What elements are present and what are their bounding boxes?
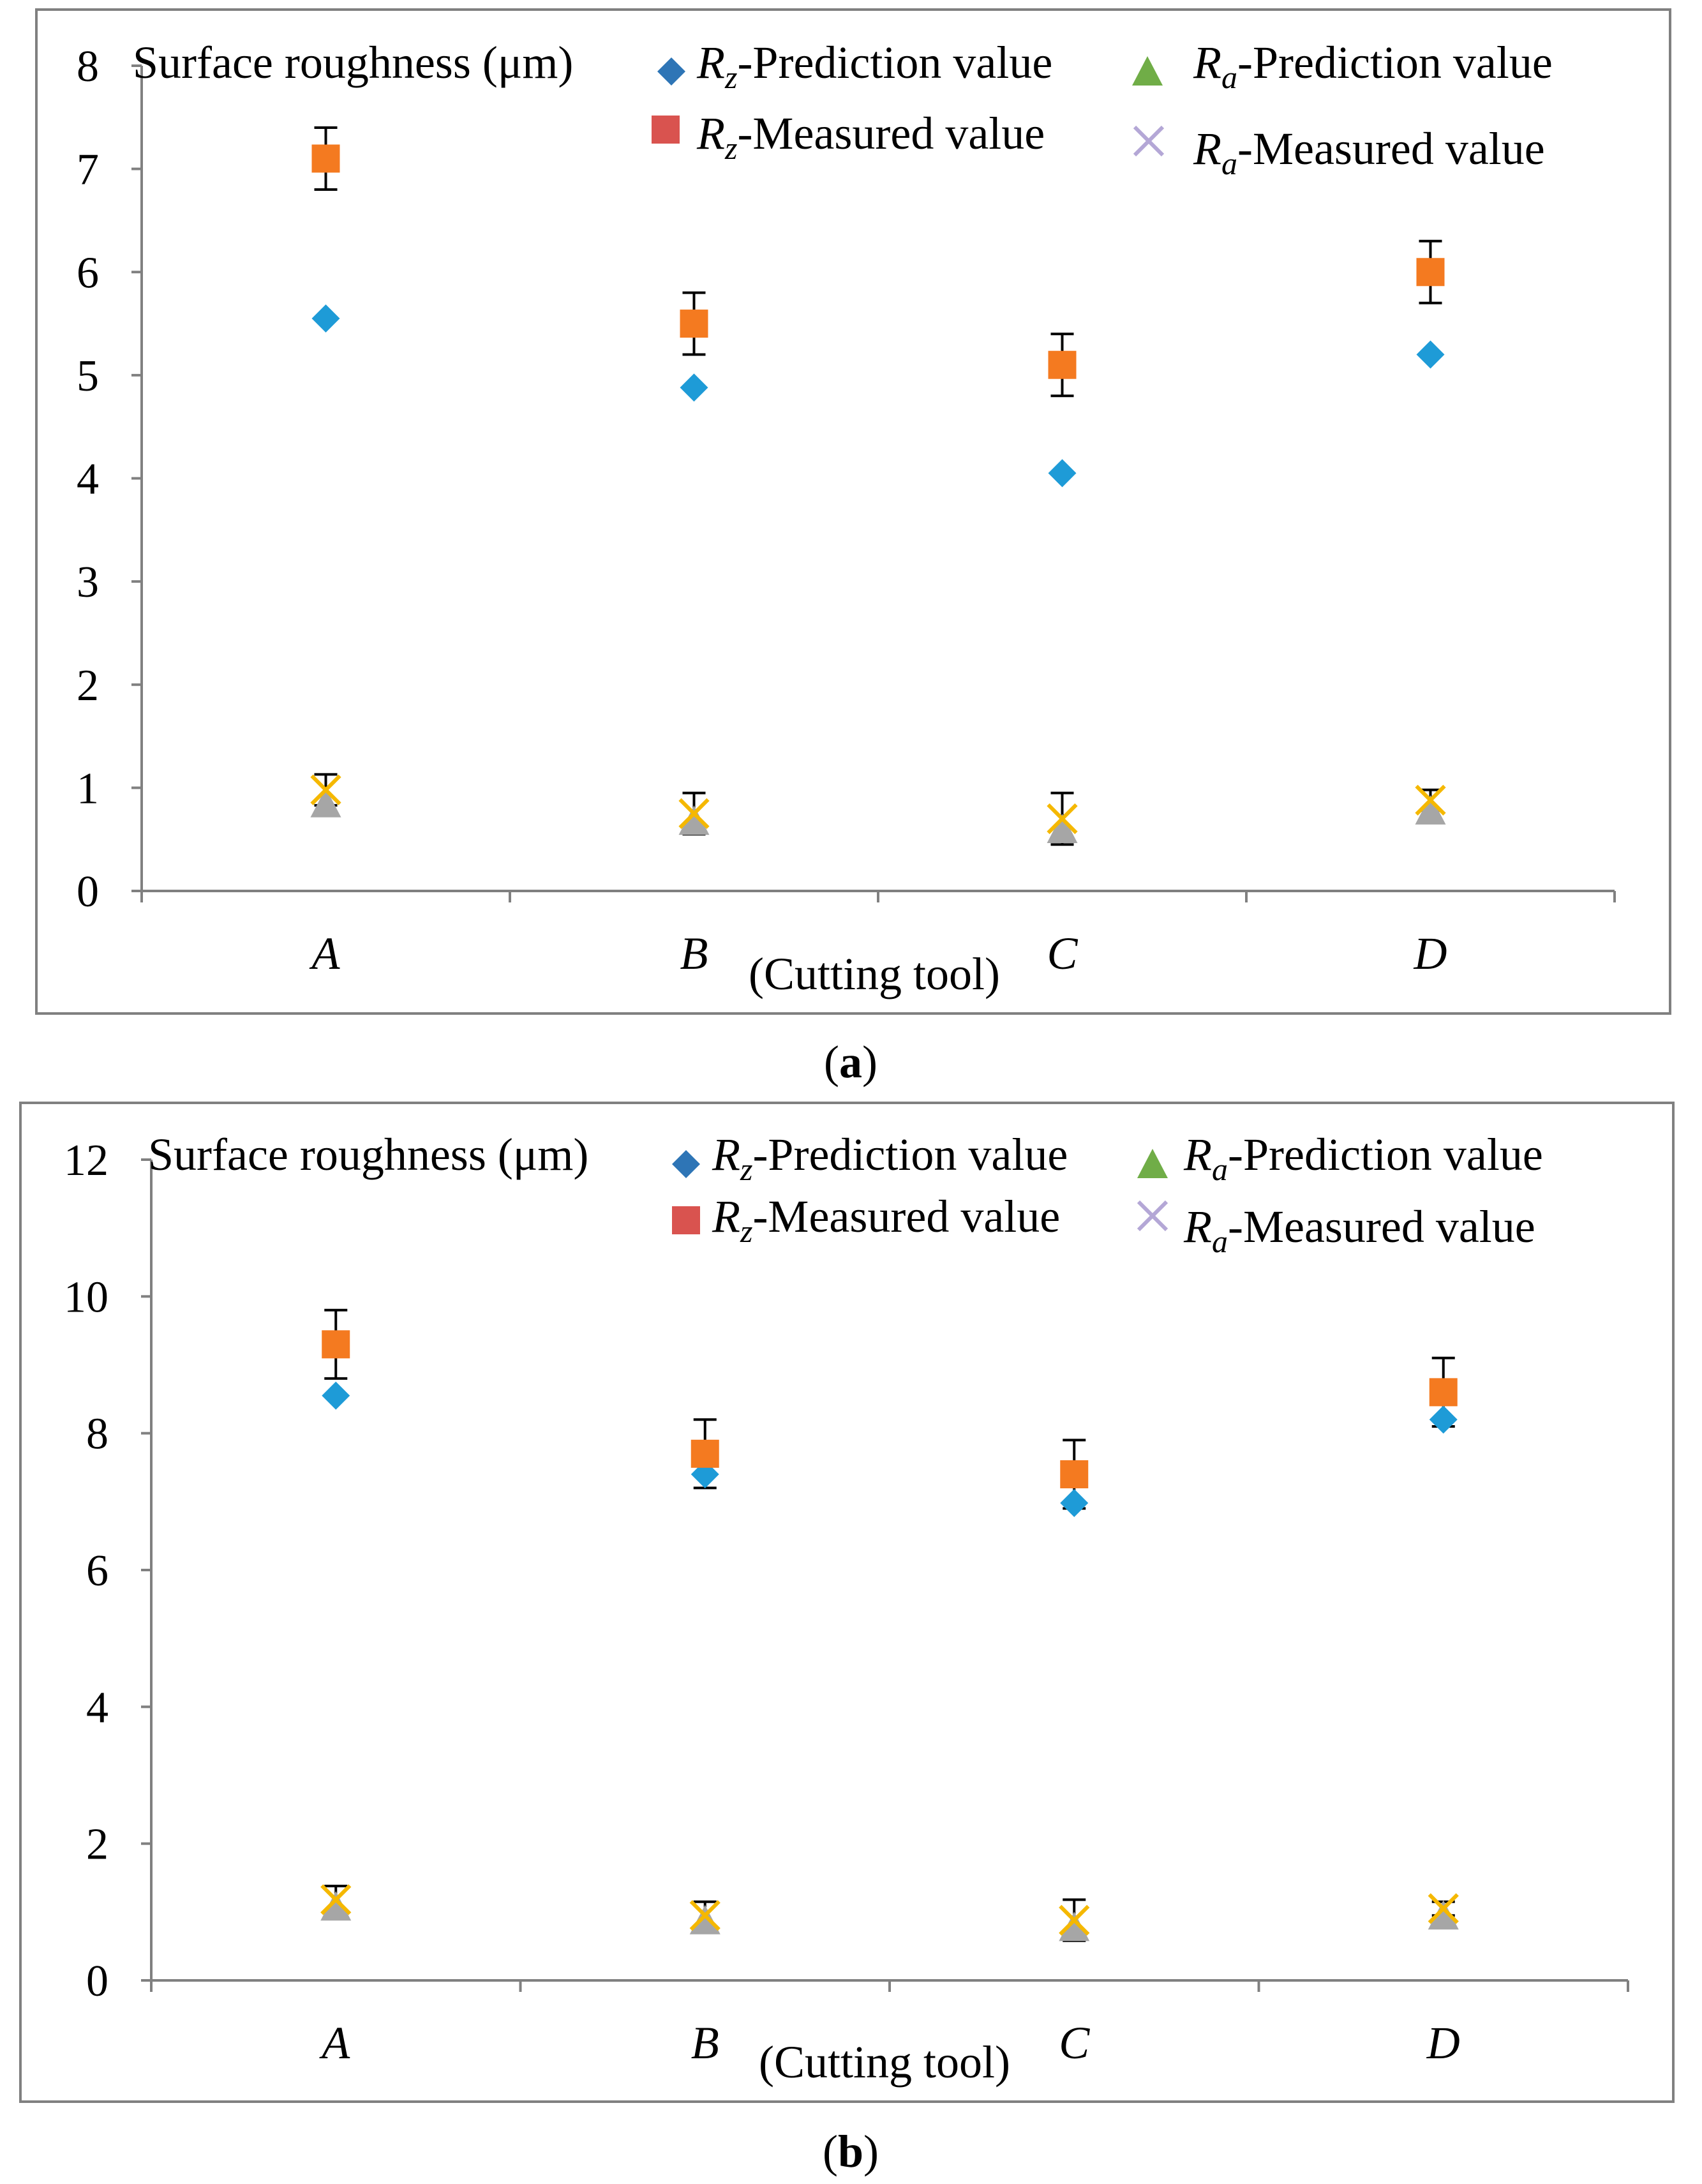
legend-label-rz-meas: Rz-Measured value [712,1191,1060,1249]
legend-label-ra-meas: Ra-Measured value [1193,123,1545,181]
data-point-rz-meas [1416,258,1445,287]
legend-label-rz-pred: Rz-Prediction value [712,1129,1068,1187]
data-point-ra-pred [1428,1900,1459,1930]
data-point-rz-pred [680,373,708,402]
chart-frame-a [35,8,1671,1015]
legend-marker-ra-meas [1137,1200,1168,1232]
chart-frame-b [19,1102,1675,2103]
y-tick-label: 2 [86,1820,108,1869]
y-tick-label: 0 [86,1957,108,2006]
legend-marker-rz-pred [657,57,685,86]
data-point-rz-pred [1429,1405,1458,1434]
data-point-rz-meas [1429,1378,1458,1407]
y-tick-label: 1 [77,764,99,813]
y-tick-label: 5 [77,352,99,401]
y-axis-label: Surface roughness (μm) [148,1129,588,1180]
y-tick-label: 0 [77,867,99,916]
x-tick-label: D [1414,928,1447,979]
data-point-ra-meas [1415,784,1446,816]
data-point-ra-pred [1047,814,1078,844]
legend-a: Rz-Prediction value Ra-Prediction value Rz… [652,37,1553,181]
legend-label-rz-meas: Rz-Measured value [696,108,1045,166]
data-point-ra-pred [310,788,341,818]
data-point-ra-pred [1415,795,1446,825]
data-point-ra-meas [1428,1893,1459,1924]
caption-letter-b: b [838,2126,863,2177]
y-tick-label: 6 [86,1546,108,1596]
data-point-rz-meas [1060,1460,1089,1488]
x-tick-label: A [310,928,341,979]
y-tick-label: 3 [77,558,99,607]
data-point-ra-pred [678,805,710,835]
data-point-rz-pred [311,304,340,333]
data-point-ra-pred [1059,1911,1090,1941]
data-point-rz-pred [1060,1488,1089,1517]
legend-label-ra-meas: Ra-Measured value [1183,1201,1535,1259]
chart-b: 0 2 4 6 8 10 12 A B C D (Cutting tool) Surface rough… [64,1129,1629,2088]
data-point-rz-meas [1048,350,1077,379]
x-tick-label: C [1047,928,1078,979]
x-tick-label: C [1059,2017,1090,2068]
caption-b: (b) [823,2126,879,2177]
data-point-rz-meas [680,310,708,338]
y-tick-label: 8 [77,42,99,91]
data-point-ra-meas [320,1884,352,1915]
x-axis-label: (Cutting tool) [759,2037,1010,2088]
legend-label-rz-pred: Rz-Prediction value [696,37,1052,95]
y-tick-label: 4 [77,455,99,504]
data-point-rz-meas [322,1330,350,1359]
data-point-ra-pred [320,1891,352,1921]
x-tick-label: D [1426,2017,1460,2068]
x-tick-label: B [680,928,708,979]
caption-a: (a) [824,1036,877,1088]
y-axis-label: Surface roughness (μm) [133,37,573,88]
legend-marker-ra-pred [1137,1149,1168,1178]
data-point-rz-meas [691,1439,719,1468]
y-tick-label: 6 [77,248,99,297]
data-point-rz-pred [1048,459,1077,488]
chart-a: 0 1 2 3 4 5 6 7 8 A B C D (Cutting tool) Surface rough… [77,37,1616,999]
x-axis-label: (Cutting tool) [749,948,1000,999]
data-point-ra-meas [310,774,341,805]
y-tick-label: 7 [77,146,99,195]
data-point-ra-pred [689,1904,720,1934]
legend-label-ra-pred: Ra-Prediction value [1183,1129,1543,1187]
data-point-rz-pred [1416,340,1445,369]
y-tick-label: 10 [64,1273,108,1322]
legend-marker-ra-meas [1133,125,1165,157]
data-point-rz-pred [322,1381,350,1410]
data-point-ra-meas [689,1900,720,1931]
x-tick-label: B [691,2017,719,2068]
legend-marker-rz-meas [652,116,680,144]
data-point-ra-meas [1059,1904,1090,1936]
legend-b: Rz-Prediction value Ra-Prediction value Rz… [672,1129,1543,1259]
x-tick-label: A [319,2017,350,2068]
legend-marker-rz-pred [672,1150,700,1178]
data-point-rz-meas [311,144,340,173]
y-tick-label: 12 [64,1136,108,1185]
legend-marker-rz-meas [672,1206,700,1234]
data-point-ra-meas [678,798,710,829]
y-tick-label: 2 [77,661,99,710]
caption-letter-a: a [839,1036,862,1088]
y-tick-label: 8 [86,1410,108,1459]
data-point-ra-meas [1047,803,1078,834]
y-tick-label: 4 [86,1683,108,1732]
legend-label-ra-pred: Ra-Prediction value [1193,37,1553,95]
legend-marker-ra-pred [1132,56,1163,86]
